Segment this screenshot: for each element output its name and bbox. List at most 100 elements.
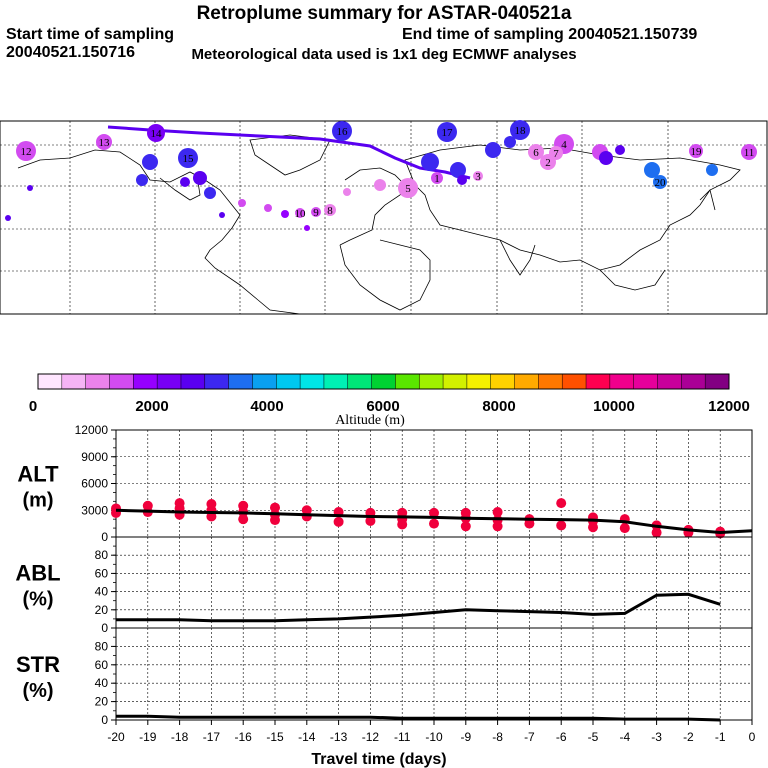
trajectory-cluster-dot: [706, 164, 718, 176]
x-tick-label: 0: [749, 730, 756, 744]
x-tick-label: -6: [556, 730, 567, 744]
colorbar-swatch: [657, 374, 682, 389]
altitude-point: [524, 518, 535, 529]
trajectory-cluster-marker: [295, 208, 305, 218]
trajectory-cluster-dot: [142, 154, 158, 170]
colorbar-swatch: [85, 374, 110, 389]
time-series-panels: 120009000600030000ALT(m)806040200ABL(%)8…: [15, 423, 755, 768]
y-tick-label: 60: [95, 566, 109, 580]
colorbar-tick-label: 12000: [708, 398, 750, 415]
start-time-label: Start time of sampling 20040521.150716: [6, 26, 175, 61]
altitude-point: [619, 523, 630, 534]
cluster-label: 20: [655, 177, 667, 189]
trajectory-cluster-dot: [180, 177, 190, 187]
colorbar-tick-label: 8000: [482, 398, 515, 415]
trajectory-cluster-dot: [485, 142, 501, 158]
x-tick-label: -16: [235, 730, 253, 744]
x-tick-label: -4: [619, 730, 630, 744]
coast-se-asia: [599, 269, 666, 291]
x-tick-label: -9: [460, 730, 471, 744]
trajectory-cluster-marker: [16, 141, 36, 161]
trajectory-cluster-dot: [421, 153, 439, 171]
colorbar-tick-label: 10000: [593, 398, 635, 415]
colorbar-swatch: [586, 374, 611, 389]
cluster-label: 8: [327, 205, 333, 217]
x-tick-label: -14: [298, 730, 316, 744]
trajectory-cluster-dot: [615, 145, 625, 155]
colorbar-swatch: [347, 374, 372, 389]
trajectory-cluster-marker: [431, 172, 443, 184]
trajectory-cluster-marker: [653, 175, 667, 189]
cluster-label: 1: [434, 173, 440, 185]
cluster-label: 19: [691, 146, 703, 158]
y-tick-label: 40: [95, 585, 109, 599]
x-tick-label: -1: [715, 730, 726, 744]
trajectory-cluster-dot: [193, 171, 207, 185]
trajectory-cluster-dot: [136, 174, 148, 186]
cluster-label: 14: [151, 128, 163, 140]
panel-ylabel-unit: (%): [22, 680, 53, 702]
y-tick-label: 0: [101, 530, 108, 544]
colorbar-swatch: [157, 374, 182, 389]
altitude-point: [651, 527, 662, 538]
altitude-point: [492, 507, 503, 518]
trajectory-cluster-dot: [504, 136, 516, 148]
colorbar-swatch: [300, 374, 325, 389]
colorbar-swatch: [252, 374, 277, 389]
cluster-label: 4: [561, 139, 567, 151]
cluster-label: 2: [545, 157, 551, 169]
cluster-label: 16: [337, 126, 349, 138]
colorbar-swatch: [180, 374, 206, 389]
cluster-label: 11: [744, 147, 755, 159]
colorbar-swatch: [538, 374, 563, 389]
coast-hudson: [159, 177, 201, 201]
chart-title: Retroplume summary for ASTAR-040521a: [196, 3, 572, 24]
colorbar-swatch: [228, 374, 253, 389]
trajectory-cluster-dot: [5, 215, 11, 221]
x-tick-label: -8: [492, 730, 503, 744]
colorbar-frame: [37, 373, 730, 390]
altitude-point: [270, 515, 280, 526]
x-tick-label: -11: [394, 730, 411, 744]
altitude-point: [588, 522, 598, 533]
y-tick-label: 0: [101, 621, 108, 635]
trajectory-cluster-marker: [311, 207, 321, 217]
cluster-label: 6: [533, 147, 539, 159]
colorbar-swatch: [133, 374, 158, 389]
cluster-label: 15: [183, 153, 195, 165]
x-tick-label: -18: [171, 730, 189, 744]
colorbar-swatch: [371, 374, 396, 389]
panel-ylabel-unit: (%): [22, 589, 53, 611]
colorbar-swatch: [419, 374, 444, 389]
colorbar-swatch: [681, 374, 706, 389]
map-frame: [0, 120, 768, 315]
y-tick-label: 80: [95, 548, 109, 562]
x-tick-label: -17: [203, 730, 221, 744]
x-tick-label: -7: [524, 730, 535, 744]
y-tick-label: 9000: [81, 450, 108, 464]
altitude-point: [492, 521, 503, 532]
y-tick-label: 20: [95, 603, 109, 617]
trajectory-cluster-dot: [281, 210, 289, 218]
colorbar-tick-label: 2000: [135, 398, 168, 415]
cluster-label: 17: [442, 127, 454, 139]
colorbar-swatch: [609, 374, 634, 389]
trajectory-cluster-marker: [324, 204, 336, 216]
panel-alt: 12000 9000 6000 3000 0 ALT (m): [17, 423, 753, 544]
altitude-point: [460, 521, 471, 532]
trajectory-cluster-dot: [343, 188, 351, 196]
colorbar-swatch: [61, 374, 86, 389]
colorbar-swatch: [562, 374, 587, 389]
x-tick-label: -15: [266, 730, 284, 744]
series-line: [115, 508, 753, 535]
colorbar-swatch: [109, 374, 134, 389]
y-tick-label: 0: [101, 713, 108, 727]
trajectory-cluster-marker: [147, 124, 165, 142]
cluster-label: 18: [515, 125, 527, 137]
colorbar-tick-label: 4000: [250, 398, 283, 415]
coast-japan: [699, 189, 716, 211]
y-tick-label: 6000: [81, 477, 108, 491]
